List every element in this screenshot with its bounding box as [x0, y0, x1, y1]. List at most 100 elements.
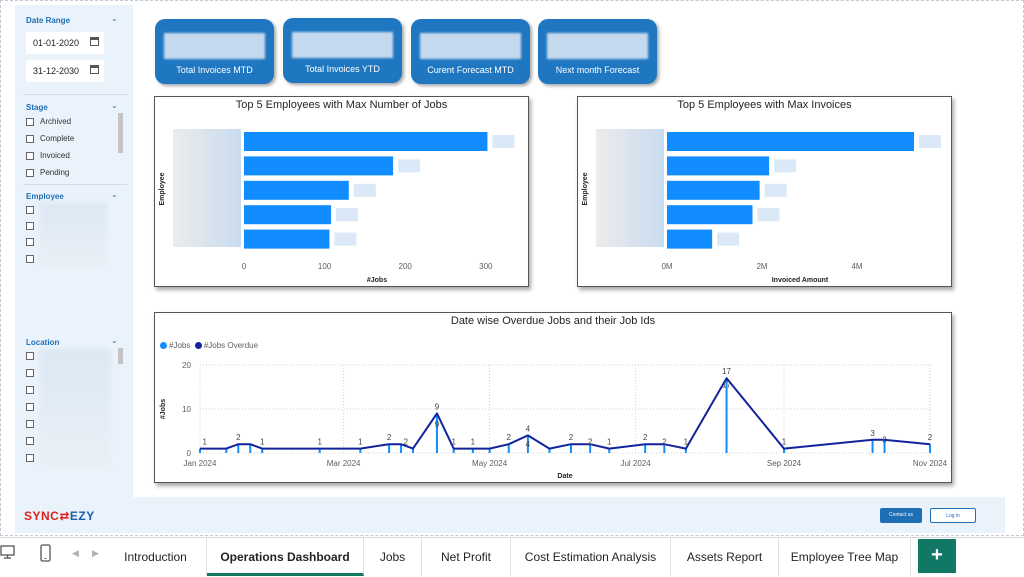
start-date-value: 01-01-2020 — [33, 38, 80, 48]
kpi-card-invoices-mtd[interactable]: Total Invoices MTD — [155, 19, 274, 84]
redacted-data-label — [764, 183, 787, 197]
chart-title: Top 5 Employees with Max Number of Jobs — [235, 99, 448, 111]
checkbox[interactable] — [26, 454, 34, 462]
scroll-right-icon[interactable]: ▶ — [92, 548, 99, 558]
checkbox[interactable] — [26, 255, 34, 263]
stage-option-label: Pending — [40, 168, 70, 177]
data-label: 2 — [387, 433, 392, 442]
redacted-data-label — [774, 159, 797, 173]
checkbox[interactable] — [26, 222, 34, 230]
data-label: 1 — [782, 438, 787, 447]
kpi-card-forecast-mtd[interactable]: Curent Forecast MTD — [411, 19, 530, 84]
checkbox[interactable] — [26, 206, 34, 214]
legend-label: #Jobs — [169, 341, 191, 350]
invoices-bar-chart[interactable]: Top 5 Employees with Max Invoices Employ… — [577, 96, 952, 287]
data-label: 2 — [236, 433, 241, 442]
x-tick-label: 4M — [851, 262, 862, 271]
page-tab-bar: ◀ ▶ Introduction Operations Dashboard Jobs… — [0, 537, 1024, 577]
checkbox[interactable] — [26, 420, 34, 428]
report-canvas: Date Range ⌄ 01-01-2020 31-12-2030 Stage… — [0, 0, 1024, 536]
x-tick-label: Mar 2024 — [327, 459, 361, 468]
location-scrollbar[interactable] — [118, 348, 123, 364]
bar — [667, 229, 713, 249]
chevron-down-icon[interactable]: ⌄ — [111, 336, 118, 345]
tab-cost-estimation-analysis[interactable]: Cost Estimation Analysis — [511, 538, 671, 576]
bar — [667, 132, 914, 151]
chevron-down-icon[interactable]: ⌄ — [111, 14, 118, 23]
jobs-bar-chart[interactable]: Top 5 Employees with Max Number of Jobs … — [154, 96, 529, 287]
add-page-button[interactable]: + — [918, 539, 956, 573]
tab-operations-dashboard[interactable]: Operations Dashboard — [207, 538, 364, 576]
data-label: 2 — [928, 433, 933, 442]
bar — [667, 205, 753, 225]
overdue-jobs-line-plot: 0 10 20 Jan 2024 Mar 2024 May 2024 Jul 2024 Sep… — [160, 361, 948, 480]
redacted-data-label — [757, 208, 780, 222]
y-axis-title: Employee — [159, 172, 166, 205]
checkbox[interactable] — [26, 135, 34, 143]
y-axis-title: #Jobs — [160, 399, 167, 419]
x-tick-label: 2M — [756, 262, 767, 271]
x-tick-label: 100 — [318, 262, 332, 271]
redacted-data-label — [398, 159, 421, 173]
y-tick-label: 20 — [182, 361, 191, 370]
bar — [667, 156, 770, 176]
tab-introduction[interactable]: Introduction — [105, 538, 207, 576]
checkbox[interactable] — [26, 169, 34, 177]
legend-item-jobs[interactable]: #Jobs — [160, 341, 190, 350]
location-slicer-title: Location — [26, 338, 60, 347]
start-date-input[interactable]: 01-01-2020 — [26, 32, 104, 54]
tab-net-profit[interactable]: Net Profit — [422, 538, 511, 576]
jobs-overdue-line — [200, 377, 931, 450]
redacted-category-labels — [173, 129, 241, 247]
data-label: 2 — [588, 438, 593, 447]
chevron-down-icon[interactable]: ⌄ — [111, 101, 118, 110]
kpi-label: Next month Forecast — [555, 65, 640, 75]
log-in-button[interactable]: Log in — [930, 508, 976, 523]
footer-band — [15, 497, 1005, 533]
kpi-label: Total Invoices YTD — [305, 64, 380, 74]
checkbox[interactable] — [26, 118, 34, 126]
data-label: 4 — [526, 440, 531, 449]
chart-title: Top 5 Employees with Max Invoices — [677, 99, 852, 111]
calendar-icon[interactable] — [90, 65, 99, 74]
redacted-data-label — [919, 135, 941, 148]
bar — [244, 180, 349, 200]
checkbox[interactable] — [26, 386, 34, 394]
data-label: 1 — [203, 438, 208, 447]
data-label: 3 — [882, 435, 887, 444]
kpi-card-invoices-ytd[interactable]: Total Invoices YTD — [283, 18, 402, 83]
data-label: 1 — [451, 438, 456, 447]
mobile-view-icon[interactable] — [39, 544, 53, 564]
redacted-kpi-value — [547, 33, 648, 59]
desktop-view-icon[interactable] — [0, 544, 16, 560]
legend-item-jobs-overdue[interactable]: #Jobs Overdue — [194, 341, 258, 350]
stage-scrollbar[interactable] — [118, 113, 123, 153]
chevron-down-icon[interactable]: ⌄ — [111, 190, 118, 199]
checkbox[interactable] — [26, 152, 34, 160]
employee-slicer-title: Employee — [26, 192, 64, 201]
end-date-input[interactable]: 31-12-2030 — [26, 60, 104, 82]
tab-jobs[interactable]: Jobs — [364, 538, 422, 576]
bar — [244, 205, 332, 225]
tab-employee-tree-map[interactable]: Employee Tree Map — [779, 538, 911, 576]
data-label: 4 — [526, 424, 531, 433]
calendar-icon[interactable] — [90, 37, 99, 46]
checkbox[interactable] — [26, 403, 34, 411]
y-tick-label: 0 — [187, 449, 192, 458]
tab-assets-report[interactable]: Assets Report — [671, 538, 779, 576]
scroll-left-icon[interactable]: ◀ — [72, 548, 79, 558]
checkbox[interactable] — [26, 238, 34, 246]
checkbox[interactable] — [26, 437, 34, 445]
bar — [244, 156, 394, 176]
redacted-kpi-value — [420, 33, 521, 59]
contact-us-button[interactable]: Contact us — [880, 508, 922, 523]
overdue-jobs-line-chart[interactable]: Date wise Overdue Jobs and their Job Ids… — [154, 312, 952, 483]
checkbox[interactable] — [26, 369, 34, 377]
redacted-location-names — [39, 349, 111, 467]
data-label: 1 — [471, 438, 476, 447]
kpi-card-next-month-forecast[interactable]: Next month Forecast — [538, 19, 657, 84]
x-axis-title: Date — [557, 473, 572, 480]
checkbox[interactable] — [26, 352, 34, 360]
invoices-bar-chart-plot: Employee 0M 2M 4M Invoiced Amount — [582, 129, 941, 284]
redacted-data-label — [353, 183, 376, 197]
